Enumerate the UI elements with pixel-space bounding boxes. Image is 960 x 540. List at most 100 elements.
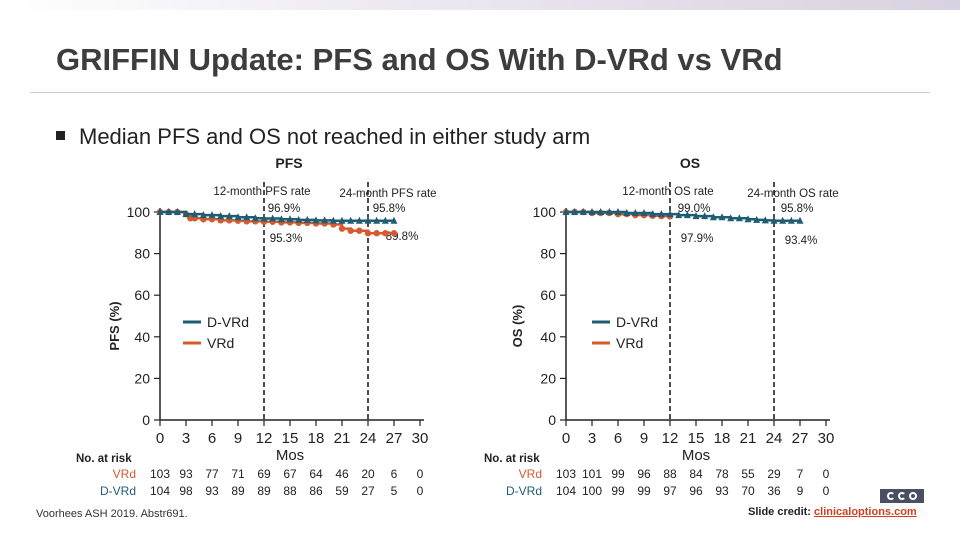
os-x-tick-label: 21 xyxy=(740,430,757,447)
os-at-risk-value: 93 xyxy=(715,484,729,498)
pfs-series-dvrd-point xyxy=(182,210,190,218)
pfs-legend-label: VRd xyxy=(207,335,234,351)
pfs-at-risk-value: 0 xyxy=(417,467,424,481)
pfs-x-tick-label: 12 xyxy=(256,430,273,447)
pfs-y-tick-label: 0 xyxy=(142,412,150,428)
os-series-dvrd-point xyxy=(579,208,587,215)
pfs-x-tick-label: 24 xyxy=(360,430,377,447)
os-milestone-top-value: 95.8% xyxy=(781,203,814,215)
pfs-series-vrd-point xyxy=(338,225,346,232)
pfs-at-risk-value: 5 xyxy=(391,484,398,498)
os-y-tick-label: 80 xyxy=(540,246,556,262)
pfs-series-dvrd-point xyxy=(191,210,199,218)
pfs-y-tick-label: 80 xyxy=(134,246,150,262)
pfs-series-vrd-point xyxy=(347,227,354,234)
pfs-series-dvrd-point xyxy=(269,214,277,222)
pfs-at-risk-value: 93 xyxy=(179,467,193,481)
os-at-risk-label: No. at risk xyxy=(484,453,540,465)
os-series-dvrd-point xyxy=(631,209,639,217)
pfs-x-tick-label: 18 xyxy=(308,430,325,447)
pfs-legend-label: D-VRd xyxy=(207,314,249,330)
os-milestone-label: 12-month OS rate xyxy=(622,186,713,198)
pfs-at-risk-value: 64 xyxy=(309,467,323,481)
os-series-dvrd-point xyxy=(779,216,787,224)
os-series-dvrd-point xyxy=(796,216,804,224)
pfs-y-axis-label: PFS (%) xyxy=(107,301,122,350)
pfs-x-axis-label: Mos xyxy=(276,447,304,464)
pfs-y-tick-label: 100 xyxy=(127,204,151,220)
os-at-risk-value: 99 xyxy=(637,484,651,498)
credit-prefix: Slide credit: xyxy=(748,506,815,518)
os-at-risk-row-label: VRd xyxy=(519,467,542,481)
pfs-series-dvrd-point xyxy=(355,216,363,224)
os-x-tick-label: 3 xyxy=(588,430,596,447)
os-series-dvrd-point xyxy=(675,211,683,219)
os-at-risk-value: 96 xyxy=(689,484,703,498)
os-milestone-top-value: 99.0% xyxy=(678,203,711,215)
bullet-text: Median PFS and OS not reached in either … xyxy=(79,124,591,149)
os-x-tick-label: 15 xyxy=(688,430,705,447)
logo-c-icon xyxy=(898,492,906,500)
pfs-at-risk-label: No. at risk xyxy=(76,453,132,465)
os-y-tick-label: 60 xyxy=(540,287,556,303)
top-band xyxy=(0,0,960,10)
pfs-series-dvrd-point xyxy=(225,212,233,220)
pfs-at-risk-value: 69 xyxy=(257,467,271,481)
pfs-at-risk-value: 6 xyxy=(391,467,398,481)
os-series-dvrd-point xyxy=(588,208,596,215)
os-legend-label: D-VRd xyxy=(616,314,658,330)
credit-link[interactable]: clinicaloptions.com xyxy=(814,506,917,518)
os-at-risk-value: 103 xyxy=(556,467,576,481)
pfs-at-risk-value: 89 xyxy=(231,484,245,498)
os-series-dvrd-point xyxy=(649,210,657,218)
os-series-dvrd-point xyxy=(761,216,769,224)
pfs-at-risk-value: 89 xyxy=(257,484,271,498)
pfs-series-dvrd-point xyxy=(303,215,311,223)
os-y-tick-label: 100 xyxy=(533,204,557,220)
os-series-dvrd-point xyxy=(701,212,709,220)
cco-logo xyxy=(880,489,924,503)
os-at-risk-value: 100 xyxy=(582,484,602,498)
os-series-dvrd-point xyxy=(787,216,795,224)
os-milestone-bottom-value: 97.9% xyxy=(681,233,714,245)
os-series-dvrd-point xyxy=(640,209,648,217)
os-series-dvrd-point xyxy=(770,216,778,224)
pfs-at-risk-value: 20 xyxy=(361,467,375,481)
os-at-risk-value: 97 xyxy=(663,484,677,498)
pfs-at-risk-value: 104 xyxy=(150,484,170,498)
os-series-dvrd-point xyxy=(727,214,735,222)
os-series-dvrd-point xyxy=(753,215,761,223)
os-series-dvrd-point xyxy=(683,211,691,219)
square-bullet-icon xyxy=(56,131,65,140)
pfs-series-vrd-point xyxy=(373,230,380,237)
pfs-series-dvrd-point xyxy=(312,216,320,224)
os-series-dvrd-point xyxy=(735,214,743,222)
os-series-dvrd-point xyxy=(623,209,631,217)
pfs-series-dvrd-point xyxy=(390,216,398,224)
pfs-milestone-top-value: 96.9% xyxy=(268,203,301,215)
os-x-tick-label: 12 xyxy=(662,430,679,447)
os-at-risk-value: 104 xyxy=(556,484,576,498)
os-chart-title: OS xyxy=(680,155,700,171)
os-milestone-label: 24-month OS rate xyxy=(747,188,838,200)
pfs-x-tick-label: 0 xyxy=(156,430,164,447)
os-y-tick-label: 0 xyxy=(548,412,556,428)
pfs-x-tick-label: 21 xyxy=(334,430,351,447)
logo-o-icon xyxy=(909,492,917,500)
os-at-risk-value: 99 xyxy=(611,467,625,481)
os-at-risk-value: 96 xyxy=(637,467,651,481)
pfs-at-risk-value: 67 xyxy=(283,467,297,481)
pfs-series-dvrd-point xyxy=(381,216,389,224)
pfs-x-tick-label: 9 xyxy=(234,430,242,447)
pfs-milestone-bottom-value: 95.3% xyxy=(270,233,303,245)
os-y-axis-label: OS (%) xyxy=(510,305,525,348)
os-at-risk-value: 0 xyxy=(823,484,830,498)
os-legend-label: VRd xyxy=(616,335,643,351)
os-at-risk-value: 55 xyxy=(741,467,755,481)
pfs-series-vrd-point xyxy=(364,230,372,237)
pfs-x-tick-label: 15 xyxy=(282,430,299,447)
slide-credit: Slide credit: clinicaloptions.com xyxy=(748,506,917,518)
pfs-at-risk-value: 0 xyxy=(417,484,424,498)
os-x-tick-label: 30 xyxy=(818,430,835,447)
